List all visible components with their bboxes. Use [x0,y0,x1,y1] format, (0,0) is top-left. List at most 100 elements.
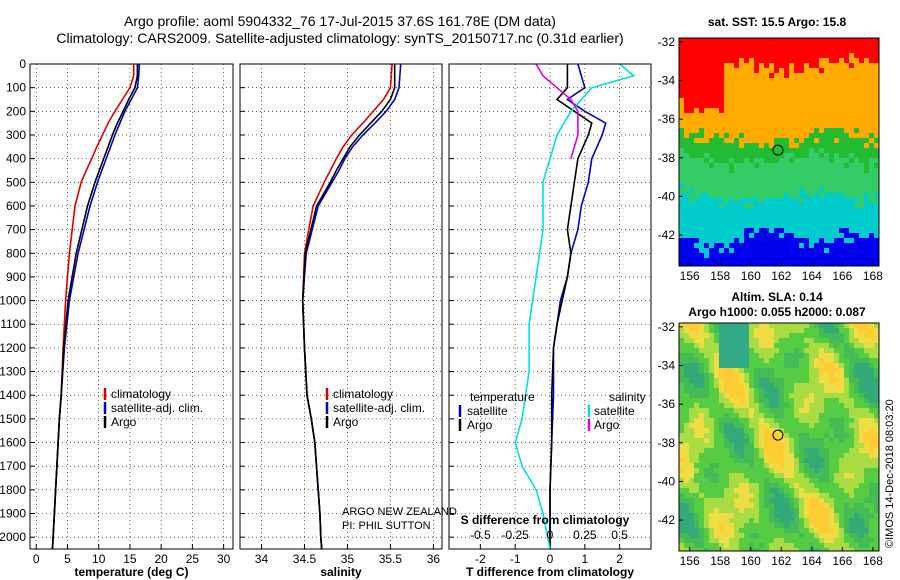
map-pixel [689,323,694,328]
map-pixel [744,258,749,263]
map-pixel [809,333,814,338]
map-pixel [804,93,809,98]
map-pixel [869,93,874,98]
map-pixel [759,483,764,488]
map-pixel [679,178,684,183]
map-pixel [769,163,774,168]
map-pixel [809,403,814,408]
map-pixel [719,183,724,188]
map-pixel [844,253,849,258]
map-pixel [754,38,759,43]
map-pixel [714,153,719,158]
map-pixel [739,433,744,438]
map-pixel [679,58,684,63]
map-pixel [719,173,724,178]
map-pixel [794,383,799,388]
map-pixel [699,83,704,88]
map-pixel [759,408,764,413]
map-pixel [679,48,684,53]
map-pixel [864,548,869,551]
map-pixel [714,263,719,266]
map-pixel [859,533,864,538]
map-pixel [729,243,734,248]
map-pixel [819,108,824,113]
map-pixel [874,408,879,413]
map-pixel [714,133,719,138]
map-pixel [789,73,794,78]
top-tick-label: -0.5 [470,528,491,542]
map-pixel [854,548,859,551]
legend-entry: climatology [333,387,393,401]
map-pixel [864,248,869,253]
depth-tick-label: 200 [6,104,26,118]
map-pixel [689,188,694,193]
map-pixel [799,108,804,113]
map-pixel [744,403,749,408]
map-pixel [729,98,734,103]
map-pixel [804,153,809,158]
map-pixel [714,233,719,238]
map-pixel [799,173,804,178]
map-pixel [709,208,714,213]
map-pixel [839,513,844,518]
map-pixel [724,243,729,248]
map-pixel [834,528,839,533]
map-pixel [714,208,719,213]
map-pixel [759,43,764,48]
map-pixel [839,88,844,93]
map-pixel [849,353,854,358]
map-pixel [684,168,689,173]
map-pixel [684,348,689,353]
map-pixel [754,363,759,368]
map-pixel [789,478,794,483]
map-pixel [869,208,874,213]
map-pixel [784,403,789,408]
map-pixel [699,213,704,218]
map-pixel [849,358,854,363]
map-pixel [809,173,814,178]
map-pixel [819,448,824,453]
map-pixel [719,103,724,108]
map-pixel [679,73,684,78]
map-pixel [864,73,869,78]
map-pixel [789,128,794,133]
map-pixel [779,48,784,53]
map-pixel [869,473,874,478]
map-pixel [779,443,784,448]
map-pixel [789,253,794,258]
map-pixel [814,198,819,203]
map-pixel [809,38,814,43]
map-pixel [824,213,829,218]
map-pixel [859,88,864,93]
map-pixel [749,238,754,243]
map-pixel [839,323,844,328]
map-pixel [784,533,789,538]
map-pixel [749,213,754,218]
map-pixel [744,378,749,383]
map-pixel [789,428,794,433]
map-pixel [864,218,869,223]
map-pixel [814,523,819,528]
map-pixel [799,443,804,448]
map-pixel [734,373,739,378]
map-pixel [759,263,764,266]
map-pixel [799,418,804,423]
map-pixel [694,203,699,208]
map-pixel [744,413,749,418]
map-pixel [819,378,824,383]
map-pixel [804,528,809,533]
map-pixel [829,398,834,403]
map-pixel [864,193,869,198]
map-pixel [699,178,704,183]
map-pixel [759,218,764,223]
map-pixel [724,478,729,483]
map-pixel [699,253,704,258]
map-pixel [729,133,734,138]
pi-annotation-line1: ARGO NEW ZEALAND [342,506,457,518]
map-pixel [809,418,814,423]
map-pixel [689,498,694,503]
map-pixel [839,258,844,263]
map-pixel [794,403,799,408]
map-pixel [829,403,834,408]
map-pixel [744,143,749,148]
